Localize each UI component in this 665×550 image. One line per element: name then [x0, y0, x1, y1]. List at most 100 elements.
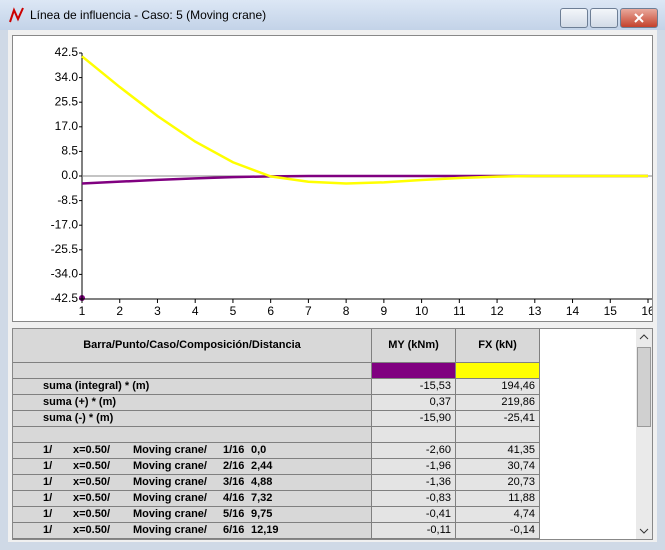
row-field: 1/ [43, 460, 53, 472]
summary-label: suma (-) * (m) [13, 411, 372, 427]
row-field: 1/ [43, 444, 53, 456]
row-field: 4/16 [223, 492, 245, 504]
title-bar: Línea de influencia - Caso: 5 (Moving cr… [0, 0, 665, 30]
app-icon [9, 7, 24, 23]
close-icon [634, 13, 644, 23]
y-tick-label: -17.0 [51, 217, 79, 231]
separator-row [372, 427, 456, 443]
x-tick-label: 4 [192, 304, 199, 318]
header-cell: MY (kNm) [372, 329, 456, 363]
value-cell: 4,74 [456, 507, 540, 523]
row-field: 4,88 [251, 476, 273, 488]
summary-label: suma (+) * (m) [13, 395, 372, 411]
row-field: 1/ [43, 508, 53, 520]
window-title: Línea de influencia - Caso: 5 (Moving cr… [30, 8, 267, 22]
y-tick-label: -8.5 [57, 193, 78, 207]
row-field: Moving crane/ [133, 492, 207, 504]
header-cell: Barra/Punto/Caso/Composición/Distancia [13, 329, 372, 363]
value-cell: 0,37 [372, 395, 456, 411]
separator-row [456, 427, 540, 443]
value-cell: 30,74 [456, 459, 540, 475]
row-field: 6/16 [223, 524, 245, 536]
chart: 42.5 34.0 25.5 17.0 8.5 0.0 -8.5 -17.0 -25.5 -34.… [51, 45, 656, 318]
x-tick-label: 8 [343, 304, 350, 318]
chart-panel: 42.5 34.0 25.5 17.0 8.5 0.0 -8.5 -17.0 -25.5 -34.… [12, 35, 656, 322]
row-field: 12,19 [251, 524, 279, 536]
x-tick-label: 3 [154, 304, 161, 318]
maximize-button[interactable] [590, 8, 618, 28]
minimize-button[interactable] [560, 8, 588, 28]
row-field: 2,44 [251, 460, 273, 472]
row-field: x=0.50/ [73, 476, 111, 488]
row-field: 5/16 [223, 508, 245, 520]
x-tick-label: 2 [116, 304, 123, 318]
separator-row [13, 427, 372, 443]
value-cell: 20,73 [456, 475, 540, 491]
x-tick-label: 10 [415, 304, 429, 318]
value-cell: -1,36 [372, 475, 456, 491]
row-label [13, 507, 372, 523]
row-field: x=0.50/ [73, 508, 111, 520]
x-tick-label: 13 [528, 304, 542, 318]
row-field: 1/ [43, 524, 53, 536]
color-row [13, 363, 372, 379]
scrollbar[interactable] [636, 329, 652, 539]
row-field: 3/16 [223, 476, 245, 488]
value-cell: -0,41 [372, 507, 456, 523]
value-cell: -25,41 [456, 411, 540, 427]
x-tick-label: 6 [267, 304, 274, 318]
x-tick-label: 7 [305, 304, 312, 318]
row-field: x=0.50/ [73, 524, 111, 536]
x-tick-label: 14 [566, 304, 580, 318]
value-cell: -0,11 [372, 523, 456, 539]
row-label [13, 491, 372, 507]
y-tick-label: 25.5 [55, 94, 79, 108]
x-tick-label: 15 [604, 304, 618, 318]
y-tick-label: 42.5 [55, 45, 79, 59]
x-tick-label: 12 [490, 304, 504, 318]
value-cell: -0,83 [372, 491, 456, 507]
row-label [13, 523, 372, 539]
summary-label: suma (integral) * (m) [13, 379, 372, 395]
row-label [13, 443, 372, 459]
row-field: Moving crane/ [133, 444, 207, 456]
value-cell: -0,14 [456, 523, 540, 539]
value-cell: -2,60 [372, 443, 456, 459]
y-tick-label: -42.5 [51, 291, 79, 305]
row-field: 7,32 [251, 492, 273, 504]
value-cell: 194,46 [456, 379, 540, 395]
row-field: x=0.50/ [73, 460, 111, 472]
y-tick-label: 0.0 [61, 168, 78, 182]
scroll-thumb[interactable] [637, 347, 651, 427]
x-tick-label: 1 [79, 304, 86, 318]
value-cell: -15,53 [372, 379, 456, 395]
y-tick-label: 8.5 [61, 144, 78, 158]
value-cell: 41,35 [456, 443, 540, 459]
x-tick-label: 11 [453, 304, 466, 318]
x-tick-label: 5 [230, 304, 237, 318]
row-field: x=0.50/ [73, 492, 111, 504]
close-button[interactable] [620, 8, 658, 28]
row-label [13, 459, 372, 475]
series-color [372, 363, 456, 379]
results-table: Barra/Punto/Caso/Composición/Distancia MY… [12, 328, 653, 540]
scroll-arrows [639, 334, 649, 534]
row-field: Moving crane/ [133, 508, 207, 520]
x-tick-label: 16 [641, 304, 652, 318]
row-label [13, 475, 372, 491]
y-tick-label: -34.0 [51, 267, 79, 281]
y-tick-label: 17.0 [55, 119, 79, 133]
row-field: 1/ [43, 476, 53, 488]
series-line [81, 55, 648, 185]
y-tick-label: 34.0 [55, 70, 79, 84]
series-color [456, 363, 540, 379]
row-field: 9,75 [251, 508, 273, 520]
row-field: Moving crane/ [133, 524, 207, 536]
x-tick-label: 9 [381, 304, 388, 318]
row-field: 2/16 [223, 460, 245, 472]
row-field: Moving crane/ [133, 460, 207, 472]
row-field: 0,0 [251, 444, 267, 456]
row-field: x=0.50/ [73, 444, 111, 456]
header-cell: FX (kN) [456, 329, 540, 363]
